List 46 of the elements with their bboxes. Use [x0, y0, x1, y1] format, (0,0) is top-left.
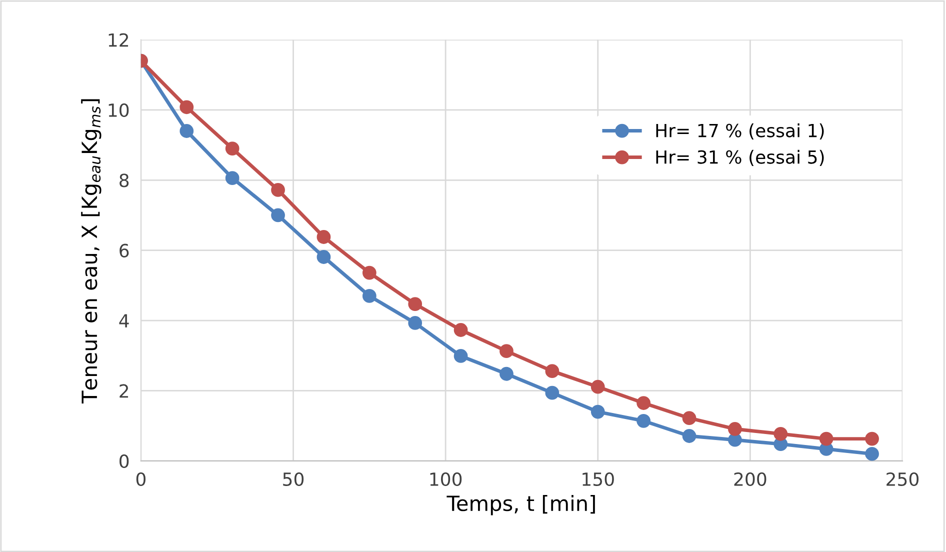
point — [271, 183, 285, 197]
point — [316, 230, 331, 244]
point — [362, 266, 376, 280]
point — [316, 250, 331, 264]
point — [545, 386, 560, 400]
x-tick-label: 200 — [734, 472, 766, 486]
y-tick-label: 4 — [119, 314, 129, 328]
x-tick-label: 150 — [582, 472, 614, 486]
point — [408, 316, 422, 330]
y-tick-label: 10 — [108, 103, 129, 118]
legend-label: Hr= 31 % (essai 5) — [656, 150, 824, 166]
point — [545, 364, 560, 378]
point — [636, 396, 651, 410]
point — [819, 432, 834, 446]
point — [590, 404, 605, 419]
point — [682, 411, 696, 426]
point — [362, 289, 376, 303]
point — [865, 446, 879, 461]
point — [454, 323, 468, 337]
point — [225, 171, 240, 185]
x-tick-label: 0 — [136, 472, 146, 486]
y-axis-title: Teneur en eau, X [Kg$_{eau}$Kg$_{ms}$] — [81, 99, 102, 404]
point — [682, 429, 696, 443]
point — [271, 208, 285, 222]
point — [590, 380, 605, 394]
point — [865, 432, 879, 446]
point — [636, 414, 651, 428]
point — [500, 366, 514, 381]
point — [500, 344, 514, 358]
x-axis-title: Temps, t [min] — [446, 495, 595, 516]
y-tick-label: 6 — [120, 244, 129, 258]
x-tick-label: 100 — [430, 472, 462, 486]
point — [728, 422, 742, 436]
point — [774, 426, 788, 441]
y-tick-label: 8 — [120, 174, 129, 188]
x-tick-label: 50 — [283, 472, 304, 486]
x-tick-label: 250 — [886, 472, 919, 486]
y-tick-label: 2 — [120, 384, 128, 398]
point — [225, 142, 240, 156]
point — [180, 124, 194, 138]
point — [454, 349, 468, 363]
y-tick-label: 0 — [120, 454, 129, 468]
point — [180, 100, 194, 114]
legend-label: Hr= 17 % (essai 1) — [656, 123, 824, 140]
point — [408, 297, 422, 311]
y-tick-label: 12 — [108, 33, 128, 47]
